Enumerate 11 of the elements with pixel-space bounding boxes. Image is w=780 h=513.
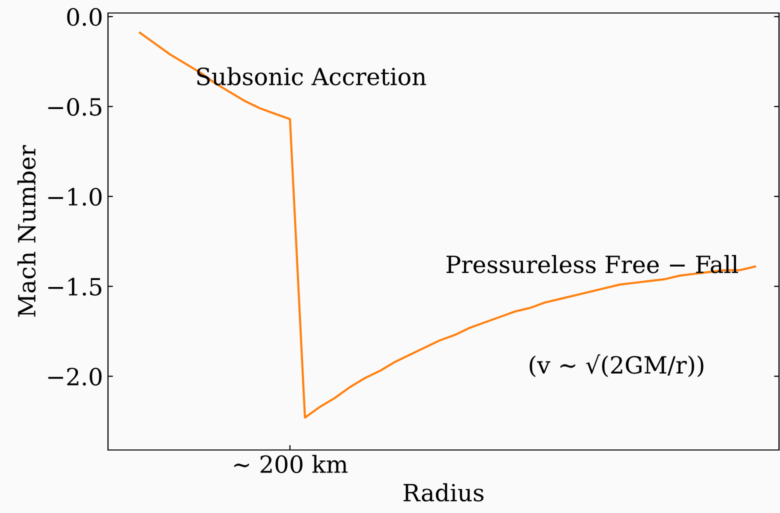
x-axis-title: Radius bbox=[404, 483, 484, 502]
annotation: Pressureless Free − Fall bbox=[446, 255, 738, 274]
y-axis-title: Mach Number bbox=[17, 145, 36, 317]
x-tick-label: ∼ 200 km bbox=[234, 454, 348, 474]
y-tick-label: −0.5 bbox=[48, 98, 102, 116]
y-tick-label: 0.0 bbox=[67, 8, 102, 26]
line-series bbox=[138, 32, 756, 419]
annotation: (v ∼ √(2GM/r)) bbox=[530, 354, 704, 378]
y-tick-label: −1.5 bbox=[48, 278, 102, 296]
y-tick-label: −2.0 bbox=[48, 368, 102, 386]
y-tick-label: −1.0 bbox=[48, 188, 102, 206]
